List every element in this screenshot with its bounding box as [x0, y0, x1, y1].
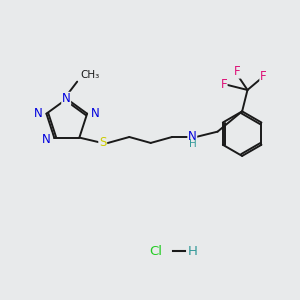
- Text: CH₃: CH₃: [81, 70, 100, 80]
- Text: N: N: [91, 107, 99, 120]
- Text: F: F: [220, 78, 227, 91]
- Text: S: S: [99, 136, 106, 149]
- Text: N: N: [34, 107, 43, 120]
- Text: H: H: [189, 139, 197, 148]
- Text: H: H: [188, 244, 198, 258]
- Text: N: N: [62, 92, 70, 105]
- Text: Cl: Cl: [149, 244, 162, 258]
- Text: F: F: [234, 65, 240, 78]
- Text: N: N: [42, 133, 51, 146]
- Text: F: F: [260, 70, 267, 83]
- Text: N: N: [188, 130, 197, 143]
